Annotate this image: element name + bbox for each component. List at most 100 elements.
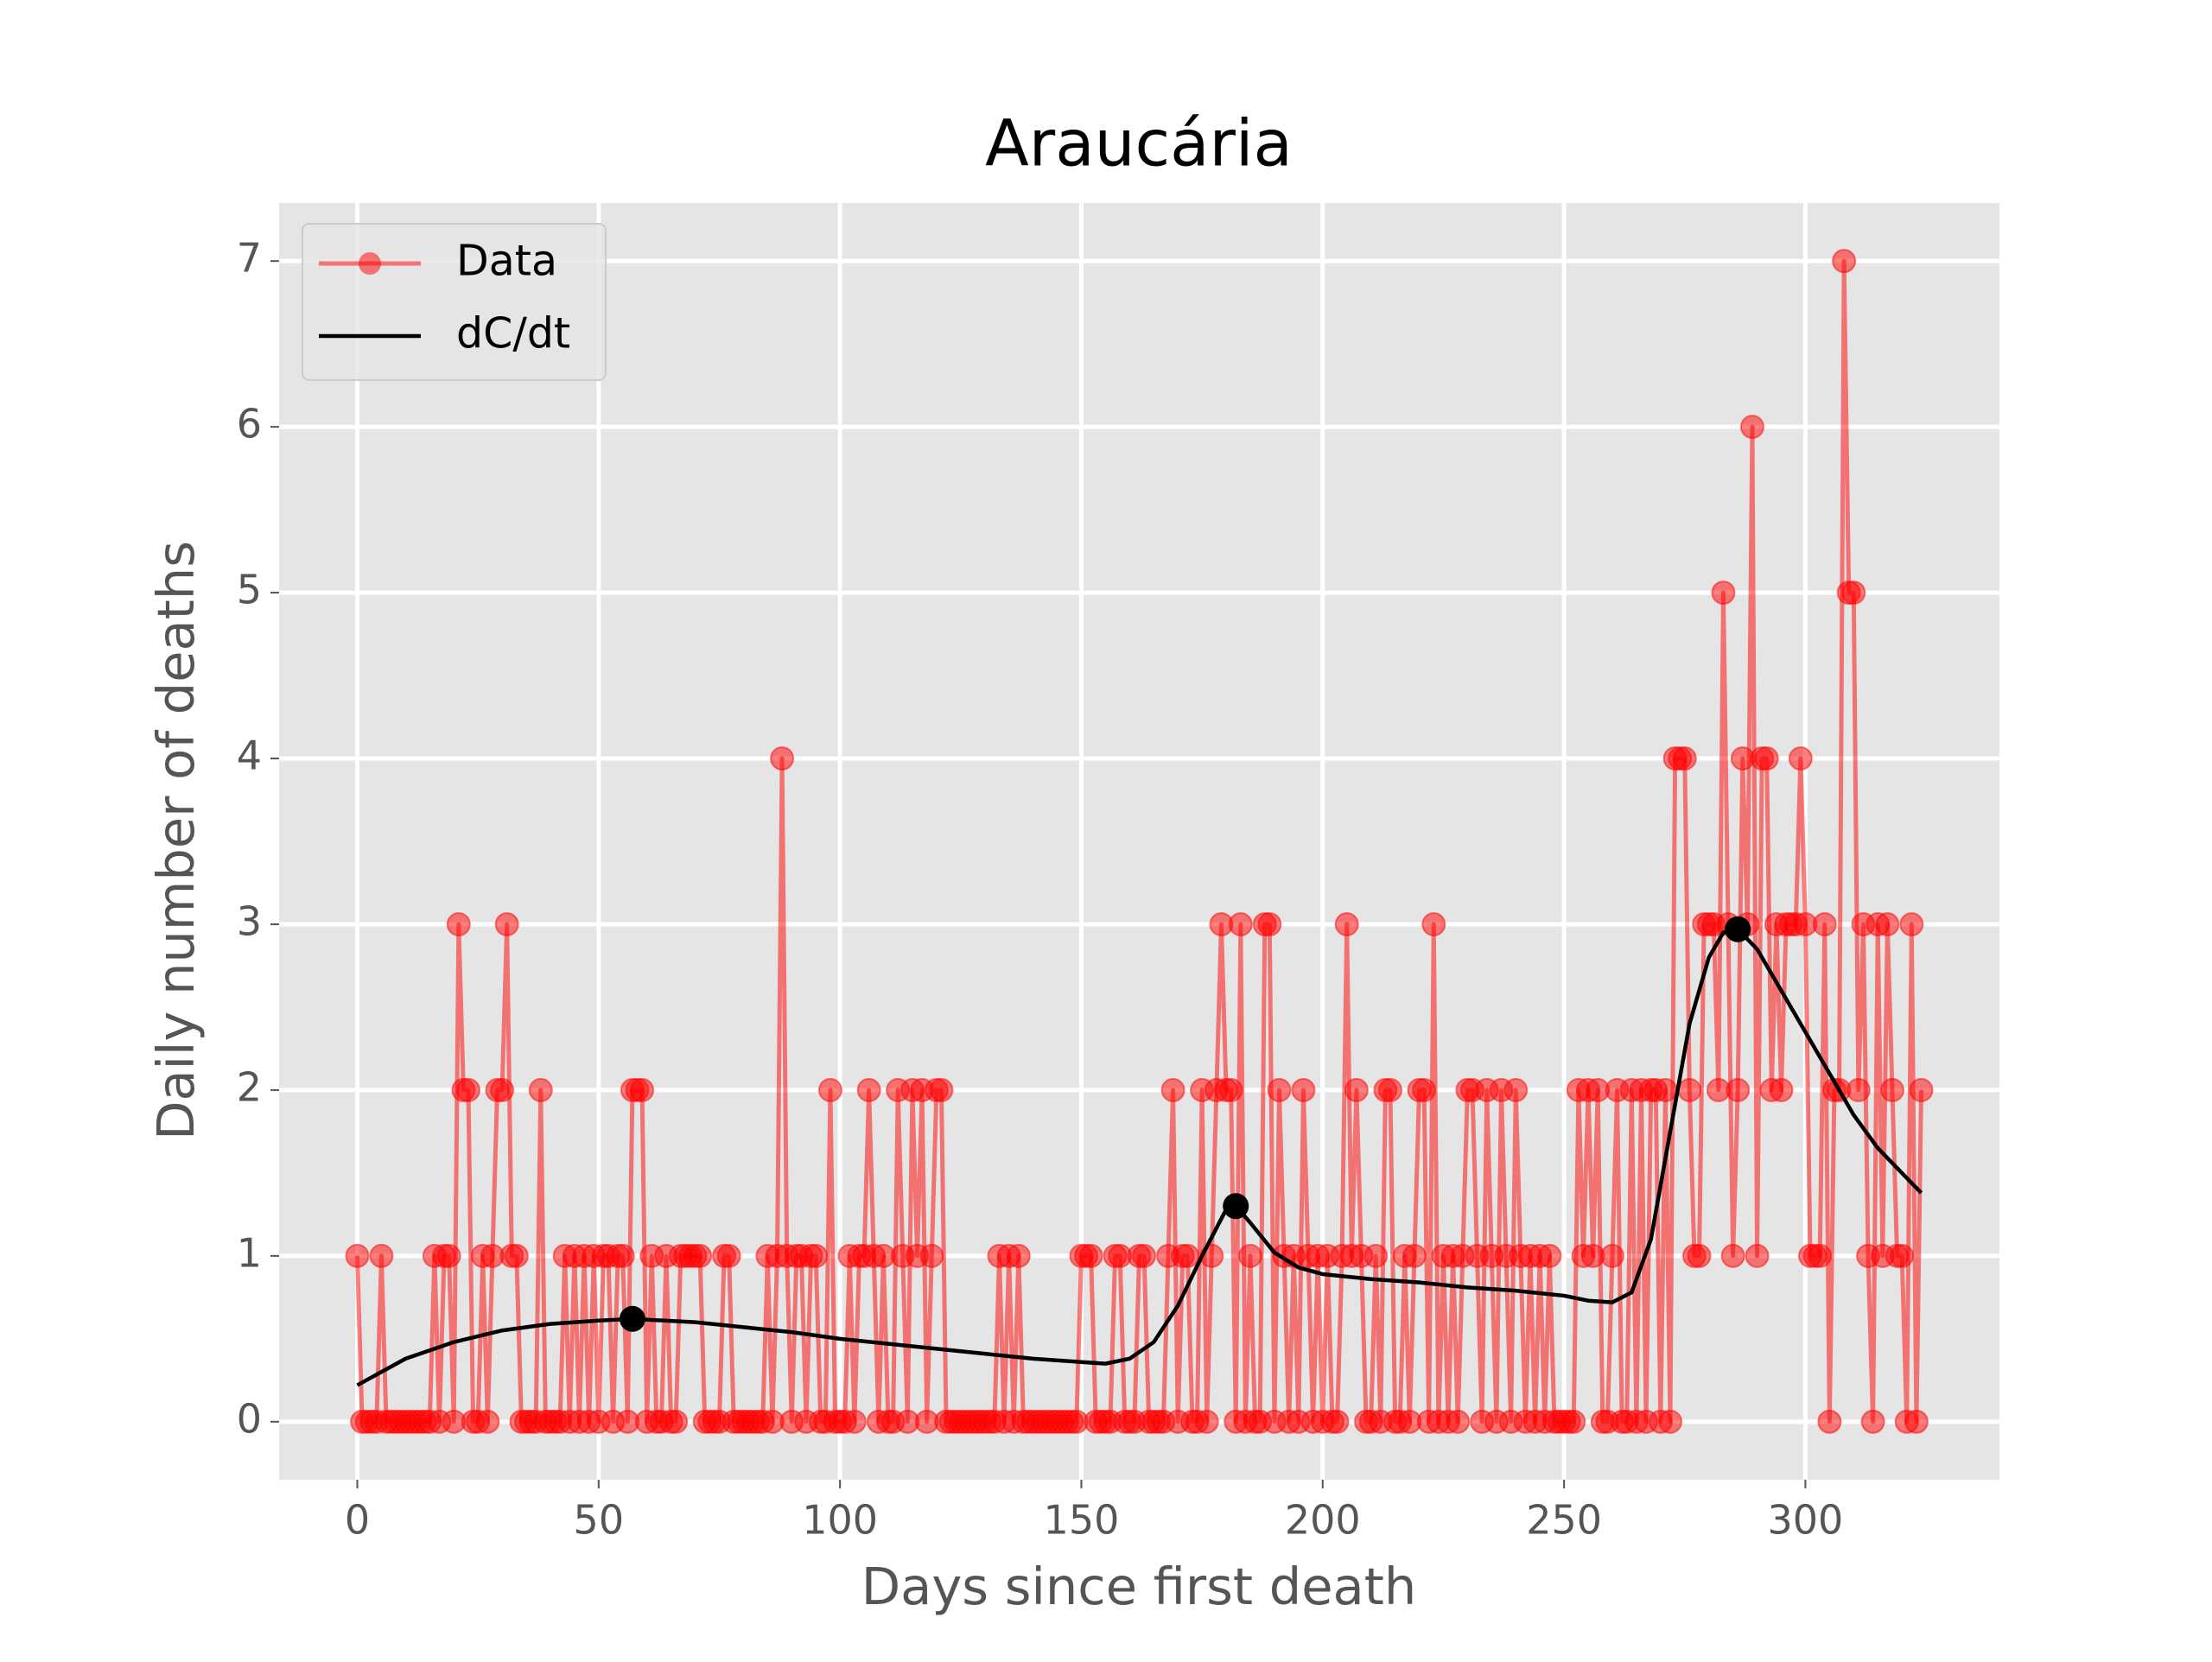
data-point [688,1243,713,1268]
data-point [1788,746,1813,771]
data-point [1817,1409,1842,1434]
data-point [716,1243,741,1268]
data-point [1228,911,1253,936]
data-point [929,1077,954,1102]
data-point [842,1409,867,1434]
x-tick-label: 50 [574,1497,625,1544]
data-point [1658,1409,1683,1434]
data-point [1808,1243,1833,1268]
data-point [1078,1243,1103,1268]
data-point [1846,1077,1871,1102]
data-point [804,1243,829,1268]
data-point [1745,1243,1770,1268]
legend-marker [359,252,381,275]
x-tick-label: 150 [1044,1497,1120,1544]
data-point [490,1077,515,1102]
data-point [1334,911,1359,936]
data-point [1909,1077,1934,1102]
data-point [1291,1077,1316,1102]
chart-title: Araucária [985,107,1293,181]
data-point [1653,1077,1678,1102]
data-point [1754,746,1779,771]
data-point [1267,1077,1292,1102]
data-point [1325,1409,1350,1434]
peak-point [619,1305,645,1332]
x-tick-label: 250 [1526,1497,1602,1544]
data-point [528,1077,553,1102]
data-point [1812,911,1837,936]
data-point [1832,249,1857,274]
data-point [1218,1077,1243,1102]
data-point [1672,746,1697,771]
data-point [856,1077,881,1102]
legend-label: dC/dt [456,309,570,358]
data-point [494,911,519,936]
y-tick-label: 5 [237,567,262,613]
data-point [1904,1409,1929,1434]
data-point [1132,1243,1157,1268]
data-point [1599,1243,1624,1268]
data-point [436,1243,461,1268]
y-tick-label: 0 [237,1395,262,1442]
y-tick-label: 6 [237,401,262,447]
data-point [455,1077,480,1102]
data-point [475,1409,500,1434]
data-point [369,1243,394,1268]
data-point [610,1243,635,1268]
data-point [1402,1243,1427,1268]
data-point [446,911,471,936]
data-point [1739,415,1764,440]
y-tick-label: 7 [237,235,262,282]
x-axis-label: Days since first death [861,1557,1417,1616]
data-point [1237,1243,1262,1268]
peak-point [1725,916,1751,942]
x-tick-label: 0 [345,1497,370,1544]
data-point [1875,911,1900,936]
data-point [1194,1409,1219,1434]
data-point [345,1243,370,1268]
data-point [1726,1077,1751,1102]
data-point [1257,911,1282,936]
data-point [1860,1409,1885,1434]
data-point [1363,1243,1389,1268]
data-point [1711,580,1736,606]
data-point [1720,1243,1745,1268]
marks [345,249,1934,1434]
data-point [1377,1077,1402,1102]
data-point [1412,1077,1437,1102]
data-point [919,1243,944,1268]
data-point [1446,1409,1471,1434]
data-point [1175,1243,1200,1268]
data-point [1899,911,1924,936]
data-point [630,1077,655,1102]
data-point [664,1409,689,1434]
data-point [1561,1409,1586,1434]
legend-label: Data [456,237,557,286]
x-tick-label: 300 [1768,1497,1844,1544]
y-tick-label: 1 [237,1229,262,1276]
y-axis-label: Daily number of deaths [146,541,206,1140]
data-point [1890,1243,1915,1268]
data-point [770,746,795,771]
y-tick-label: 4 [237,733,262,779]
data-point [1160,1077,1185,1102]
peak-point [1223,1193,1249,1220]
legend: Data dC/dt [302,223,607,381]
x-tick-label: 200 [1285,1497,1361,1544]
data-point [1687,1243,1712,1268]
y-tick-label: 3 [237,898,262,944]
data-point [1006,1243,1031,1268]
data-point [1344,1077,1369,1102]
data-point [1677,1077,1702,1102]
x-tick-label: 100 [802,1497,878,1544]
data-point [1503,1077,1529,1102]
data-point [817,1077,842,1102]
data-point [1537,1243,1562,1268]
y-tick-label: 2 [237,1063,262,1110]
data-point [1879,1077,1904,1102]
data-point [1769,1077,1794,1102]
data-point [1841,580,1866,606]
data-point [1421,911,1446,936]
